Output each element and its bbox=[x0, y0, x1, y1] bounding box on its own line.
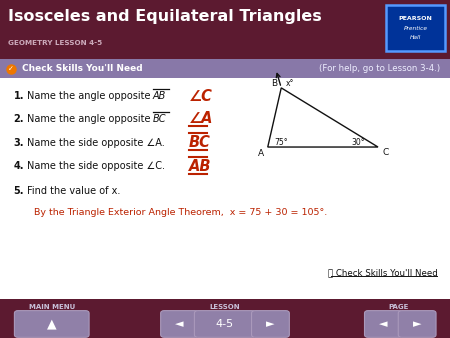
Text: PEARSON: PEARSON bbox=[398, 16, 432, 21]
Text: ►: ► bbox=[266, 319, 274, 329]
FancyBboxPatch shape bbox=[0, 59, 450, 78]
Text: x°: x° bbox=[286, 79, 294, 88]
Text: 30°: 30° bbox=[351, 139, 364, 147]
Text: 1.: 1. bbox=[14, 91, 24, 101]
FancyBboxPatch shape bbox=[398, 311, 436, 337]
Text: PAGE: PAGE bbox=[388, 304, 409, 310]
Text: Name the side opposite ∠C.: Name the side opposite ∠C. bbox=[27, 161, 165, 171]
Text: 3.: 3. bbox=[14, 138, 24, 148]
FancyBboxPatch shape bbox=[194, 311, 256, 337]
Text: 2.: 2. bbox=[14, 114, 24, 124]
Text: ⓞ Check Skills You'll Need: ⓞ Check Skills You'll Need bbox=[328, 269, 437, 277]
Text: Prentice: Prentice bbox=[403, 26, 427, 31]
Text: Check Skills You'll Need: Check Skills You'll Need bbox=[22, 64, 143, 73]
FancyBboxPatch shape bbox=[0, 78, 450, 299]
Text: By the Triangle Exterior Angle Theorem,  x = 75 + 30 = 105°.: By the Triangle Exterior Angle Theorem, … bbox=[34, 209, 327, 217]
Text: ✓: ✓ bbox=[8, 66, 14, 72]
Text: AB: AB bbox=[189, 159, 212, 174]
Text: LESSON: LESSON bbox=[210, 304, 240, 310]
Text: B: B bbox=[271, 79, 278, 88]
FancyBboxPatch shape bbox=[252, 311, 289, 337]
Text: ∠C: ∠C bbox=[189, 89, 213, 104]
Text: AB: AB bbox=[153, 91, 166, 101]
FancyBboxPatch shape bbox=[0, 299, 450, 338]
Text: ►: ► bbox=[413, 319, 421, 329]
Text: Hall: Hall bbox=[410, 35, 421, 40]
Text: Find the value of x.: Find the value of x. bbox=[27, 186, 121, 196]
Text: 4.: 4. bbox=[14, 161, 24, 171]
Text: C: C bbox=[383, 148, 389, 157]
Text: 4-5: 4-5 bbox=[216, 319, 234, 329]
Text: BC: BC bbox=[189, 135, 211, 150]
Text: Name the angle opposite: Name the angle opposite bbox=[27, 91, 153, 101]
FancyBboxPatch shape bbox=[364, 311, 402, 337]
Text: MAIN MENU: MAIN MENU bbox=[29, 304, 75, 310]
Text: Name the angle opposite: Name the angle opposite bbox=[27, 114, 153, 124]
FancyBboxPatch shape bbox=[161, 311, 198, 337]
Text: ◄: ◄ bbox=[176, 319, 184, 329]
FancyBboxPatch shape bbox=[0, 0, 450, 59]
Text: 5.: 5. bbox=[14, 186, 24, 196]
FancyBboxPatch shape bbox=[14, 311, 89, 337]
Text: Isosceles and Equilateral Triangles: Isosceles and Equilateral Triangles bbox=[8, 9, 322, 24]
Text: BC: BC bbox=[153, 114, 166, 124]
Text: (For help, go to Lesson 3-4.): (For help, go to Lesson 3-4.) bbox=[319, 64, 440, 73]
Text: GEOMETRY LESSON 4-5: GEOMETRY LESSON 4-5 bbox=[8, 40, 102, 46]
FancyBboxPatch shape bbox=[386, 5, 445, 51]
Text: ∠A: ∠A bbox=[189, 112, 213, 126]
Text: 75°: 75° bbox=[274, 139, 288, 147]
Text: ▲: ▲ bbox=[47, 317, 57, 331]
Text: Name the side opposite ∠A.: Name the side opposite ∠A. bbox=[27, 138, 165, 148]
Text: ◄: ◄ bbox=[379, 319, 387, 329]
Text: A: A bbox=[257, 149, 264, 158]
